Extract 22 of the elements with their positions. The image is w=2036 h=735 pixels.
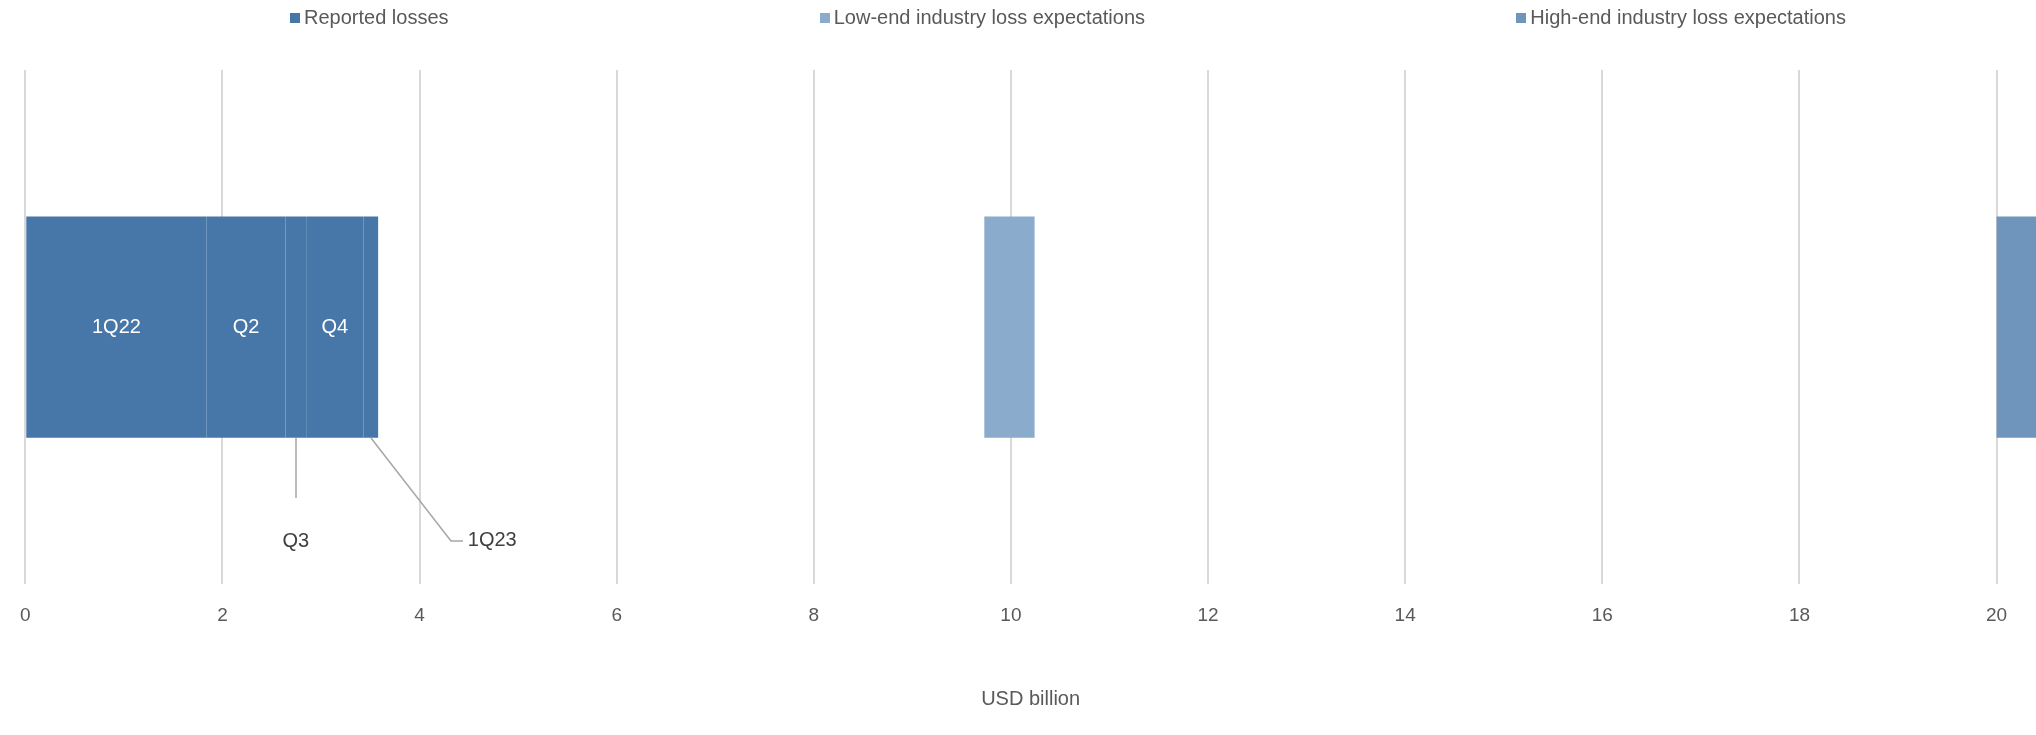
annotation: 1Q23	[467, 528, 517, 551]
x-tick-label: 2	[217, 603, 228, 625]
x-tick-label: 8	[808, 603, 820, 625]
x-tick-label: 6	[611, 603, 622, 625]
annotation: Q4	[321, 314, 349, 337]
x-tick-label: 16	[1591, 603, 1613, 625]
legend-label: High-end industry loss expectations	[1530, 6, 1846, 29]
annotation: Q2	[232, 314, 260, 337]
bar	[1996, 216, 2036, 438]
legend-label: Low-end industry loss expectations	[833, 6, 1146, 29]
x-tick-label: 12	[1197, 603, 1219, 625]
x-tick-label: 14	[1394, 603, 1417, 625]
bar	[984, 216, 1035, 438]
x-tick-label: 0	[19, 603, 31, 625]
annotation: 1Q22	[91, 314, 141, 337]
x-tick-label: 20	[1986, 603, 2008, 625]
annotation: Q3	[282, 529, 310, 552]
x-tick-label: 4	[414, 603, 426, 625]
x-tick-label: 18	[1788, 603, 1811, 625]
legend-label: Reported losses	[304, 6, 449, 29]
x-tick-label: 10	[1000, 603, 1022, 625]
x-axis-title: USD billion	[981, 686, 1081, 709]
